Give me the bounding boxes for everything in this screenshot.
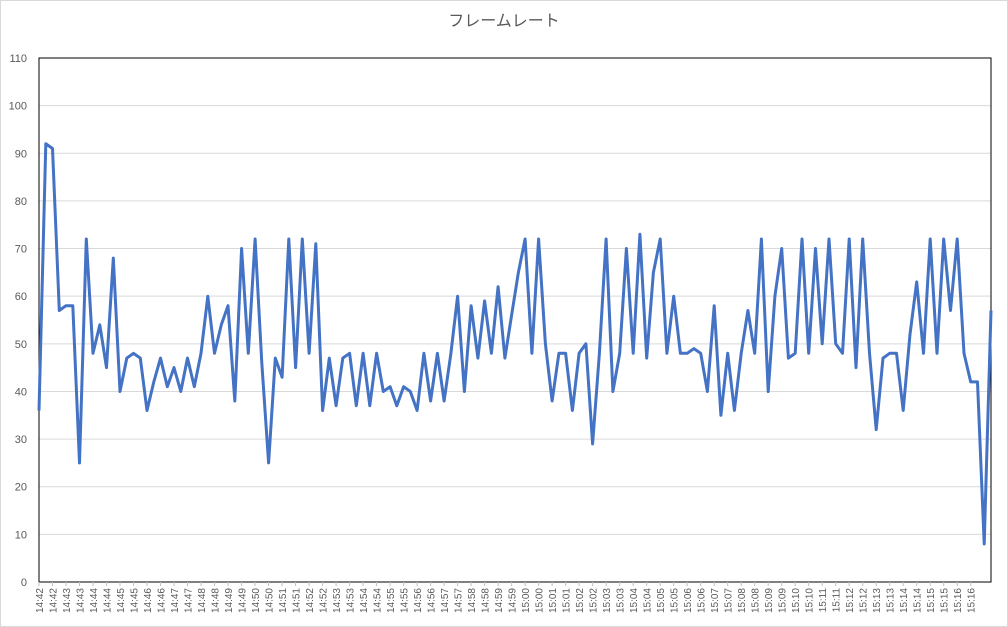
x-tick-label: 15:03 <box>616 588 627 613</box>
x-tick-label: 14:49 <box>224 588 235 613</box>
y-tick-label: 70 <box>15 244 27 256</box>
y-tick-label: 40 <box>15 386 27 398</box>
x-tick-label: 14:55 <box>386 588 397 613</box>
x-tick-label: 15:06 <box>697 588 708 613</box>
x-tick-label: 14:59 <box>494 588 505 613</box>
x-tick-label: 15:01 <box>562 588 573 613</box>
x-tick-label: 15:09 <box>778 588 789 613</box>
y-tick-label: 60 <box>15 291 27 303</box>
x-tick-label: 14:42 <box>49 588 60 613</box>
x-tick-label: 14:56 <box>427 588 438 613</box>
x-tick-label: 15:05 <box>670 588 681 613</box>
x-tick-label: 14:50 <box>251 588 262 613</box>
x-tick-label: 14:59 <box>508 588 519 613</box>
y-tick-label: 110 <box>9 53 27 65</box>
x-tick-label: 14:45 <box>116 588 127 613</box>
x-tick-label: 14:43 <box>76 588 87 613</box>
x-tick-label: 15:09 <box>764 588 775 613</box>
y-tick-label: 0 <box>21 577 27 589</box>
x-tick-label: 15:14 <box>913 588 924 613</box>
x-tick-label: 14:46 <box>143 588 154 613</box>
x-tick-label: 15:01 <box>548 588 559 613</box>
x-tick-label: 15:11 <box>832 588 843 613</box>
x-tick-label: 14:55 <box>400 588 411 613</box>
x-tick-label: 14:44 <box>89 588 100 613</box>
x-tick-label: 15:12 <box>859 588 870 613</box>
x-tick-label: 15:10 <box>791 588 802 613</box>
x-tick-label: 15:00 <box>535 588 546 613</box>
x-tick-label: 14:48 <box>197 588 208 613</box>
y-tick-label: 20 <box>15 482 27 494</box>
x-tick-label: 14:51 <box>278 588 289 613</box>
x-tick-label: 14:57 <box>440 588 451 613</box>
x-tick-label: 14:52 <box>305 588 316 613</box>
x-tick-label: 15:02 <box>589 588 600 613</box>
x-tick-label: 15:02 <box>575 588 586 613</box>
x-tick-label: 15:04 <box>643 588 654 613</box>
x-tick-label: 14:43 <box>62 588 73 613</box>
x-tick-label: 14:58 <box>467 588 478 613</box>
x-tick-label: 15:16 <box>967 588 978 613</box>
y-tick-label: 30 <box>15 434 27 446</box>
y-tick-label: 80 <box>15 196 27 208</box>
x-tick-label: 14:47 <box>184 588 195 613</box>
x-tick-label: 15:13 <box>872 588 883 613</box>
x-tick-label: 14:54 <box>373 588 384 613</box>
x-tick-label: 15:07 <box>724 588 735 613</box>
x-tick-label: 14:50 <box>265 588 276 613</box>
x-tick-label: 14:53 <box>332 588 343 613</box>
x-tick-label: 14:54 <box>359 588 370 613</box>
x-tick-label: 14:42 <box>35 588 46 613</box>
x-tick-label: 14:51 <box>292 588 303 613</box>
x-tick-label: 15:16 <box>953 588 964 613</box>
x-tick-label: 15:11 <box>818 588 829 613</box>
x-tick-label: 15:08 <box>751 588 762 613</box>
y-tick-label: 10 <box>15 529 27 541</box>
x-tick-label: 15:08 <box>737 588 748 613</box>
x-tick-label: 14:45 <box>130 588 141 613</box>
line-series <box>37 142 993 546</box>
x-tick-label: 15:05 <box>656 588 667 613</box>
x-tick-label: 15:13 <box>886 588 897 613</box>
x-tick-label: 14:56 <box>413 588 424 613</box>
y-tick-label: 90 <box>15 148 27 160</box>
x-tick-label: 15:07 <box>710 588 721 613</box>
x-tick-label: 14:53 <box>346 588 357 613</box>
x-tick-label: 15:00 <box>521 588 532 613</box>
x-tick-label: 15:15 <box>940 588 951 613</box>
chart-title: フレームレート <box>448 13 560 30</box>
x-tick-label: 14:48 <box>211 588 222 613</box>
x-tick-label: 14:58 <box>481 588 492 613</box>
x-tick-label: 15:14 <box>899 588 910 613</box>
x-tick-label: 14:57 <box>454 588 465 613</box>
x-tick-label: 14:49 <box>238 588 249 613</box>
x-tick-label: 15:06 <box>683 588 694 613</box>
x-tick-label: 15:04 <box>629 588 640 613</box>
y-tick-label: 100 <box>9 101 27 113</box>
x-tick-label: 15:12 <box>845 588 856 613</box>
x-tick-label: 15:03 <box>602 588 613 613</box>
x-tick-label: 14:44 <box>103 588 114 613</box>
x-tick-label: 15:10 <box>805 588 816 613</box>
x-tick-label: 15:15 <box>926 588 937 613</box>
x-tick-label: 14:47 <box>170 588 181 613</box>
x-tick-label: 14:52 <box>319 588 330 613</box>
y-tick-label: 50 <box>15 339 27 351</box>
x-tick-label: 14:46 <box>157 588 168 613</box>
